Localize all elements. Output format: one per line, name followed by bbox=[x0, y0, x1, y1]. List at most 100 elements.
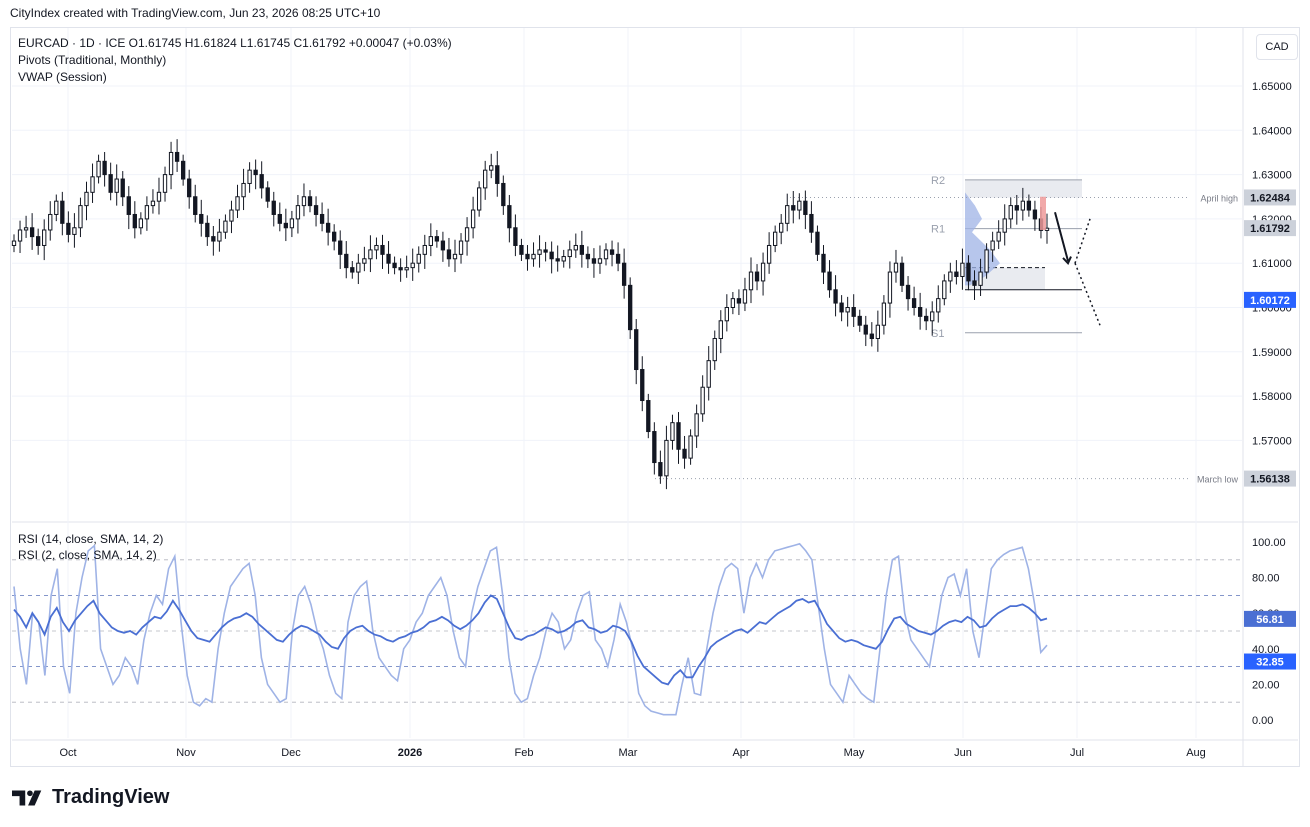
candle-body bbox=[682, 448, 687, 459]
candle-body bbox=[313, 205, 319, 215]
pivot-label-r1: R1 bbox=[931, 224, 945, 236]
candle-body bbox=[730, 298, 736, 309]
candle-body bbox=[972, 280, 977, 286]
candle-body bbox=[652, 431, 657, 464]
candle-body bbox=[174, 151, 180, 162]
candle-body bbox=[893, 262, 899, 273]
brand-name: TradingView bbox=[52, 786, 170, 808]
candle-body bbox=[615, 253, 621, 264]
brand: TradingView bbox=[12, 786, 169, 809]
candle-body bbox=[670, 422, 675, 441]
candle-body bbox=[180, 160, 186, 180]
candle-body bbox=[338, 240, 343, 255]
candle-body bbox=[996, 231, 1001, 242]
pivot-label-s1: S1 bbox=[931, 328, 944, 340]
candle-body bbox=[259, 174, 264, 189]
candle-body bbox=[114, 178, 119, 193]
candle-body bbox=[766, 244, 772, 264]
candle-body bbox=[241, 182, 246, 198]
candle-body bbox=[863, 324, 868, 335]
candle-body bbox=[102, 160, 107, 176]
candle-body bbox=[428, 236, 433, 246]
candle-body bbox=[205, 222, 210, 238]
vwap-legend[interactable]: VWAP (Session) bbox=[18, 70, 107, 84]
candle-body bbox=[573, 244, 578, 251]
candle-body bbox=[966, 262, 971, 282]
volume-profile bbox=[965, 192, 1000, 286]
candle-body bbox=[628, 284, 633, 331]
candle-body bbox=[247, 169, 252, 184]
candle-body bbox=[283, 222, 289, 229]
pivots-legend[interactable]: Pivots (Traditional, Monthly) bbox=[18, 53, 167, 67]
candle-body bbox=[199, 213, 204, 224]
price-label-value: 1.56138 bbox=[1250, 474, 1290, 486]
candle-body bbox=[253, 169, 258, 176]
candle-body bbox=[193, 196, 198, 215]
price-label-text: April high bbox=[1200, 193, 1238, 203]
candle-body bbox=[597, 258, 603, 264]
chart-frame bbox=[10, 27, 1300, 767]
candle-body bbox=[585, 253, 591, 260]
candle-body bbox=[72, 227, 77, 235]
candle-body bbox=[779, 222, 784, 233]
price-label-box bbox=[1244, 189, 1296, 206]
candle-body bbox=[325, 222, 331, 233]
candle-body bbox=[724, 307, 729, 322]
price-label-value: 1.61792 bbox=[1250, 223, 1290, 235]
candle-body bbox=[754, 271, 760, 282]
candle-body bbox=[621, 262, 627, 286]
candle-body bbox=[851, 307, 856, 317]
candle-body bbox=[960, 262, 965, 277]
rsi-tick-label: 20.00 bbox=[1252, 679, 1280, 691]
candle-body bbox=[579, 244, 585, 255]
y-tick-label: 1.59000 bbox=[1252, 347, 1292, 359]
currency-button[interactable]: CAD bbox=[1256, 34, 1298, 60]
candle-body bbox=[398, 267, 403, 271]
candle-body bbox=[144, 205, 150, 220]
candle-body bbox=[1032, 209, 1038, 220]
pivot-zone-r2 bbox=[965, 179, 1082, 198]
candle-body bbox=[66, 222, 71, 235]
candle-body bbox=[827, 271, 832, 291]
candle-body bbox=[603, 249, 609, 260]
candle-body bbox=[368, 249, 373, 260]
rsi-tick-label: 100.00 bbox=[1252, 537, 1286, 549]
candle-body bbox=[211, 236, 216, 242]
candle-body bbox=[875, 324, 881, 340]
candle-body bbox=[525, 253, 530, 260]
candle-body bbox=[1002, 218, 1007, 233]
candle-body bbox=[380, 244, 385, 255]
price-label-box bbox=[1244, 220, 1296, 237]
rsi2-legend[interactable]: RSI (2, close, SMA, 14, 2) bbox=[18, 548, 157, 562]
candle-body bbox=[984, 249, 989, 273]
candle-body bbox=[404, 267, 409, 271]
x-tick-label: Feb bbox=[515, 747, 534, 759]
candle-body bbox=[688, 435, 693, 459]
x-tick-label: Apr bbox=[732, 747, 749, 759]
candle-body bbox=[217, 231, 222, 242]
y-tick-label: 1.63000 bbox=[1252, 170, 1292, 182]
candle-body bbox=[1014, 205, 1019, 211]
candle-body bbox=[138, 218, 144, 229]
candle-body bbox=[609, 249, 615, 255]
projection-arrow-lower bbox=[1074, 262, 1101, 326]
projection-arrow-down bbox=[1054, 211, 1069, 262]
candle-body bbox=[1026, 200, 1032, 211]
candle-body bbox=[839, 302, 844, 313]
candle-body bbox=[289, 218, 295, 229]
x-tick-label: Jun bbox=[954, 747, 972, 759]
y-tick-label: 1.64000 bbox=[1252, 125, 1292, 137]
x-tick-label: Jul bbox=[1070, 747, 1084, 759]
candle-body bbox=[549, 251, 554, 260]
symbol-legend[interactable]: EURCAD · 1D · ICE O1.61745 H1.61824 L1.6… bbox=[18, 36, 452, 50]
candle-body bbox=[531, 253, 536, 260]
rsi14-legend[interactable]: RSI (14, close, SMA, 14, 2) bbox=[18, 532, 164, 546]
rsi2-current-label: 32.85 bbox=[1256, 657, 1284, 669]
candle-body bbox=[120, 178, 125, 198]
candle-body bbox=[978, 271, 983, 286]
candle-body bbox=[344, 253, 349, 269]
x-tick-label: Dec bbox=[281, 747, 301, 759]
price-label-text: March low bbox=[1197, 475, 1239, 485]
candle-body bbox=[476, 187, 482, 211]
